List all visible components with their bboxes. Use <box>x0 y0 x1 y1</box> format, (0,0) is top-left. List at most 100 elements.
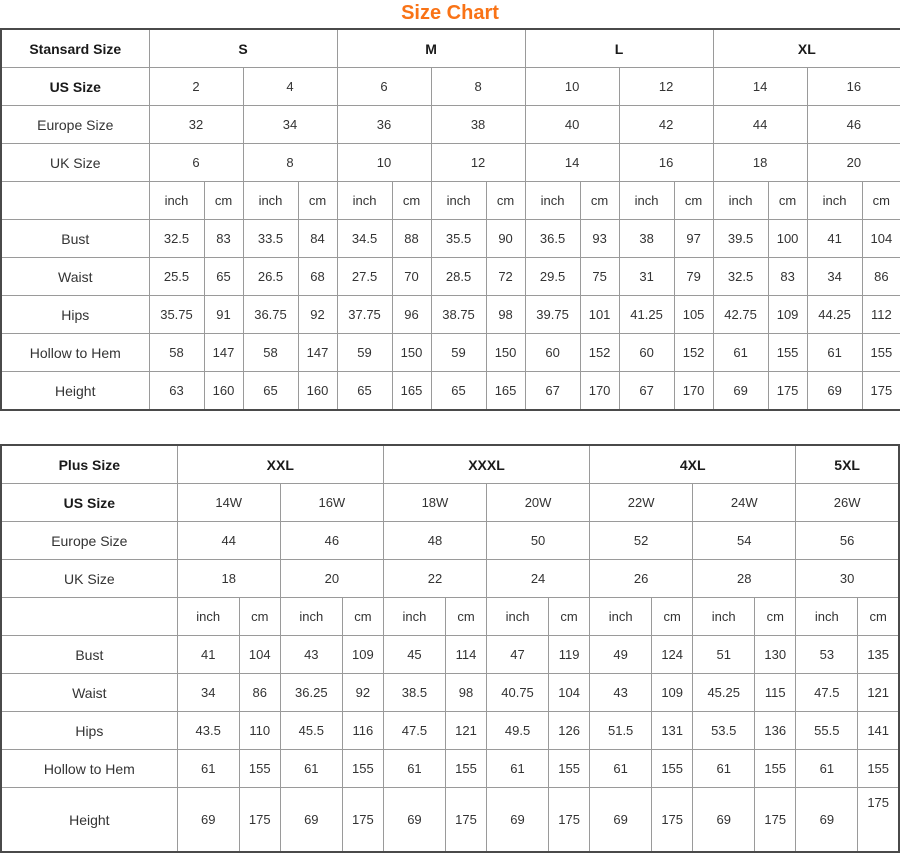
measure-value-cell: 86 <box>861 257 900 296</box>
measure-value-cell: 47 <box>485 635 550 674</box>
table-row: Hollow to Hem 58 147 58 147 59 150 59 150 60 152 60… <box>0 333 900 372</box>
measure-value-cell: 155 <box>238 749 281 788</box>
measure-value-cell: 109 <box>651 673 694 712</box>
measure-value-cell: 155 <box>341 749 384 788</box>
table-row: Bust 41 104 43 109 45 114 47 119 49 124 51 130 53 135 <box>0 635 900 674</box>
size-value-cell: 20 <box>279 559 384 598</box>
measure-value-cell: 41 <box>176 635 240 674</box>
measure-value-cell: 41.25 <box>618 295 675 334</box>
measure-value-cell: 170 <box>673 371 714 411</box>
empty-corner-cell <box>0 597 178 636</box>
table-row: US Size 14W 16W 18W 20W 22W 24W 26W <box>0 483 900 522</box>
measure-value-cell: 42.75 <box>712 295 769 334</box>
unit-header-inch: inch <box>382 597 446 636</box>
size-value-cell: 22 <box>382 559 488 598</box>
unit-header-inch: inch <box>589 597 653 636</box>
measure-value-cell: 104 <box>548 673 591 712</box>
size-value-cell: 18 <box>712 143 808 182</box>
measure-value-cell: 126 <box>548 711 591 750</box>
measure-value-cell: 97 <box>673 219 714 258</box>
row-label: Waist <box>0 257 150 296</box>
unit-header-inch: inch <box>176 597 240 636</box>
measure-value-cell: 65 <box>242 371 299 411</box>
size-value-cell: 12 <box>430 143 526 182</box>
size-value-cell: 34 <box>242 105 338 144</box>
measure-value-cell: 65 <box>203 257 244 296</box>
measure-value-cell: 41 <box>806 219 863 258</box>
table-row: US Size 2 4 6 8 10 12 14 16 <box>0 67 900 106</box>
size-value-cell: 20W <box>485 483 591 522</box>
measure-value-cell: 104 <box>238 635 281 674</box>
measure-value-cell: 155 <box>857 749 900 788</box>
size-value-cell: 8 <box>242 143 338 182</box>
unit-header-inch: inch <box>279 597 343 636</box>
size-value-cell: 46 <box>806 105 900 144</box>
measure-value-cell: 38.5 <box>382 673 446 712</box>
measure-value-cell: 141 <box>857 711 900 750</box>
corner-label: Stansard Size <box>0 28 150 68</box>
unit-header-cm: cm <box>391 181 432 220</box>
row-label: Europe Size <box>0 105 150 144</box>
size-value-cell: 56 <box>795 521 900 560</box>
measure-value-cell: 175 <box>238 787 281 853</box>
measure-value-cell: 61 <box>712 333 769 372</box>
measure-value-cell: 114 <box>444 635 488 674</box>
measure-value-cell: 45 <box>382 635 446 674</box>
measure-value-cell: 47.5 <box>382 711 446 750</box>
measure-value-cell: 112 <box>861 295 900 334</box>
unit-header-inch: inch <box>242 181 299 220</box>
unit-header-cm: cm <box>485 181 526 220</box>
measure-value-cell: 36.25 <box>279 673 343 712</box>
measure-value-cell: 58 <box>148 333 205 372</box>
measure-value-cell: 150 <box>485 333 526 372</box>
measure-value-cell: 170 <box>579 371 620 411</box>
measure-value-cell: 91 <box>203 295 244 334</box>
size-value-cell: 6 <box>148 143 244 182</box>
measure-value-cell: 40.75 <box>485 673 550 712</box>
row-label: Bust <box>0 219 150 258</box>
size-value-cell: 14W <box>176 483 281 522</box>
measure-value-cell: 58 <box>242 333 299 372</box>
unit-header-inch: inch <box>712 181 769 220</box>
measure-value-cell: 83 <box>767 257 808 296</box>
measure-value-cell: 38 <box>618 219 675 258</box>
measure-value-cell: 135 <box>857 635 900 674</box>
measure-value-cell: 136 <box>754 711 797 750</box>
size-value-cell: 12 <box>618 67 714 106</box>
measure-value-cell: 49 <box>589 635 653 674</box>
unit-header-cm: cm <box>861 181 900 220</box>
measure-value-cell: 75 <box>579 257 620 296</box>
row-label: Europe Size <box>0 521 178 560</box>
measure-value-cell: 105 <box>673 295 714 334</box>
measure-value-cell: 92 <box>341 673 384 712</box>
table-row: Plus Size XXL XXXL 4XL 5XL <box>0 444 900 484</box>
measure-value-cell: 68 <box>297 257 338 296</box>
size-value-cell: 44 <box>176 521 281 560</box>
size-value-cell: 16W <box>279 483 384 522</box>
table-row: Height 69 175 69 175 69 175 69 175 69 175 69 175 69 17… <box>0 787 900 853</box>
measure-value-cell: 83 <box>203 219 244 258</box>
measure-value-cell: 86 <box>238 673 281 712</box>
table-row: Hollow to Hem 61 155 61 155 61 155 61 155 61 155 61… <box>0 749 900 788</box>
measure-value-cell: 69 <box>806 371 863 411</box>
row-label: Hips <box>0 295 150 334</box>
measure-value-cell: 65 <box>430 371 487 411</box>
unit-header-cm: cm <box>238 597 281 636</box>
measure-value-cell: 37.75 <box>336 295 393 334</box>
size-value-cell: 32 <box>148 105 244 144</box>
measure-value-cell: 175 <box>754 787 797 853</box>
measure-value-cell: 60 <box>524 333 581 372</box>
measure-value-cell: 152 <box>579 333 620 372</box>
measure-value-cell: 31 <box>618 257 675 296</box>
measure-value-cell: 155 <box>651 749 694 788</box>
unit-header-inch: inch <box>148 181 205 220</box>
size-value-cell: 18 <box>176 559 281 598</box>
size-group-header: 5XL <box>795 444 900 484</box>
measure-value-cell: 53 <box>795 635 859 674</box>
measure-value-cell: 109 <box>341 635 384 674</box>
measure-value-cell: 70 <box>391 257 432 296</box>
measure-value-cell: 59 <box>336 333 393 372</box>
standard-size-table: Stansard Size S M L XL US Size 2 4 6 8 10 12 14 16 Eur… <box>0 28 900 411</box>
unit-header-inch: inch <box>692 597 756 636</box>
